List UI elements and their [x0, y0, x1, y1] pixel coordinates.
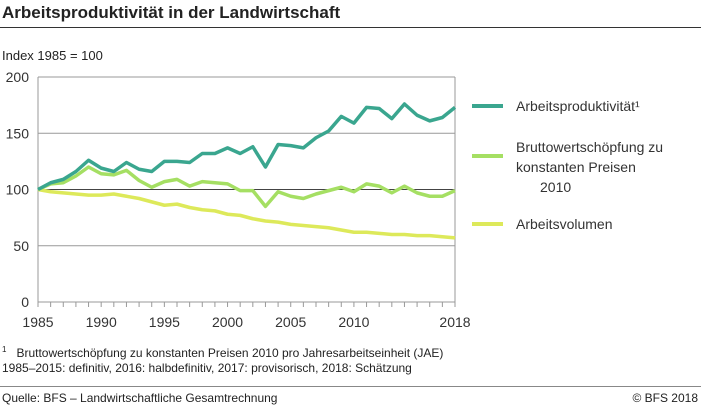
legend-label-line: 2010	[540, 179, 571, 195]
y-tick-label: 100	[6, 182, 30, 198]
y-axis-label: Index 1985 = 100	[2, 48, 103, 63]
x-tick-label: 2000	[212, 314, 243, 330]
x-tick-label: 1990	[86, 314, 117, 330]
legend-label: Arbeitsproduktivität¹	[516, 98, 640, 114]
legend-item: Bruttowertschöpfung zu konstanten Preisen…	[472, 139, 663, 195]
footnote-1: 1 Bruttowertschöpfung zu konstanten Prei…	[2, 345, 444, 360]
legend-label-line: konstanten Preisen	[516, 159, 636, 175]
series-line	[37, 165, 456, 209]
source: Quelle: BFS – Landwirtschaftliche Gesamt…	[2, 391, 278, 405]
copyright: © BFS 2018	[632, 391, 698, 405]
footer-divider	[0, 386, 701, 387]
legend-item: Arbeitsvolumen	[472, 216, 613, 232]
y-tick-label: 200	[6, 69, 30, 85]
legend-label: Arbeitsvolumen	[516, 216, 613, 232]
x-tick-label: 2018	[439, 314, 470, 330]
series-line	[37, 187, 456, 240]
series-line	[37, 102, 457, 192]
title-divider	[0, 27, 701, 28]
y-tick-label: 50	[13, 238, 29, 254]
legend-label-line: Bruttowertschöpfung zu	[516, 139, 663, 155]
line-chart: 0 50 100 150 200 1985 1990 1995 2000 2005 2010 2018…	[6, 69, 663, 330]
legend-label: Bruttowertschöpfung zu konstanten Preisen…	[516, 139, 663, 195]
y-tick-label: 150	[6, 125, 30, 141]
legend-item: Arbeitsproduktivität¹	[472, 98, 640, 114]
x-tick-label: 2005	[275, 314, 306, 330]
footnote-2: 1985–2015: definitiv, 2016: halbdefiniti…	[2, 361, 412, 375]
chart-title: Arbeitsproduktivität in der Landwirtscha…	[2, 3, 341, 22]
x-tick-label: 2010	[338, 314, 369, 330]
y-tick-label: 0	[21, 294, 29, 310]
x-tick-label: 1995	[149, 314, 180, 330]
x-tick-label: 1985	[22, 314, 53, 330]
